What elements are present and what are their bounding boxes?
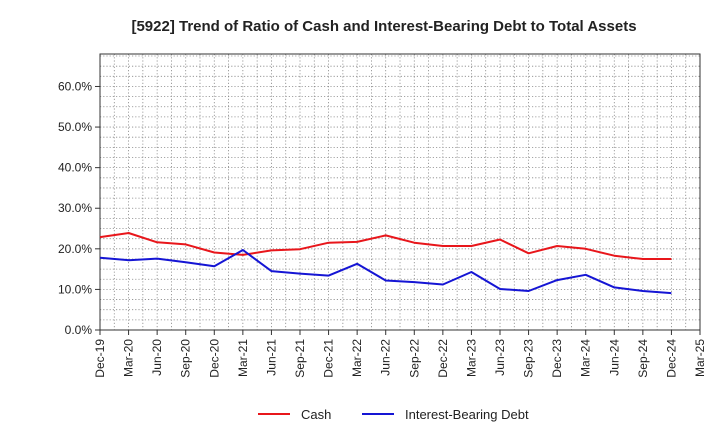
- legend: Cash Interest-Bearing Debt: [258, 407, 529, 422]
- x-tick-label: Mar-23: [464, 339, 478, 377]
- x-axis: Dec-19 Mar-20 Jun-20 Sep-20 Dec-20 Mar-21 Jun-…: [93, 330, 707, 378]
- y-tick-label: 40.0%: [58, 161, 92, 175]
- x-tick-label: Dec-20: [207, 339, 221, 378]
- x-tick-label: Dec-21: [322, 339, 336, 378]
- x-tick-label: Sep-22: [407, 339, 421, 378]
- x-tick-label: Mar-22: [350, 339, 364, 377]
- x-tick-label: Mar-20: [122, 339, 136, 377]
- x-tick-label: Jun-23: [493, 339, 507, 376]
- y-tick-label: 20.0%: [58, 242, 92, 256]
- series-line-cash: [99, 232, 672, 260]
- x-tick-label: Jun-20: [150, 339, 164, 376]
- grid-layer: [100, 54, 700, 330]
- series-layer: [99, 232, 672, 295]
- x-tick-label: Sep-23: [522, 339, 536, 378]
- series-line-interest-bearing-debt: [99, 249, 672, 295]
- x-tick-label: Mar-21: [236, 339, 250, 377]
- x-tick-label: Sep-21: [293, 339, 307, 378]
- y-tick-label: 10.0%: [58, 282, 92, 296]
- x-tick-label: Dec-22: [436, 339, 450, 378]
- x-tick-label: Dec-24: [664, 339, 678, 378]
- x-tick-label: Mar-24: [579, 339, 593, 377]
- x-tick-label: Mar-25: [693, 339, 707, 377]
- x-tick-label: Sep-20: [179, 339, 193, 378]
- x-tick-label: Dec-23: [550, 339, 564, 378]
- x-tick-label: Sep-24: [636, 339, 650, 378]
- x-tick-label: Jun-24: [607, 339, 621, 376]
- legend-label: Interest-Bearing Debt: [405, 407, 529, 422]
- y-tick-label: 60.0%: [58, 79, 92, 93]
- y-tick-label: 50.0%: [58, 120, 92, 134]
- legend-label: Cash: [301, 407, 331, 422]
- chart-title: [5922] Trend of Ratio of Cash and Intere…: [131, 18, 636, 35]
- x-tick-label: Dec-19: [93, 339, 107, 378]
- x-tick-label: Jun-21: [264, 339, 278, 376]
- x-tick-label: Jun-22: [379, 339, 393, 376]
- y-axis: 0.0% 10.0% 20.0% 30.0% 40.0% 50.0% 60.0%: [58, 79, 100, 337]
- plot-frame: [99, 53, 701, 331]
- y-tick-label: 30.0%: [58, 201, 92, 215]
- y-tick-label: 0.0%: [65, 323, 93, 337]
